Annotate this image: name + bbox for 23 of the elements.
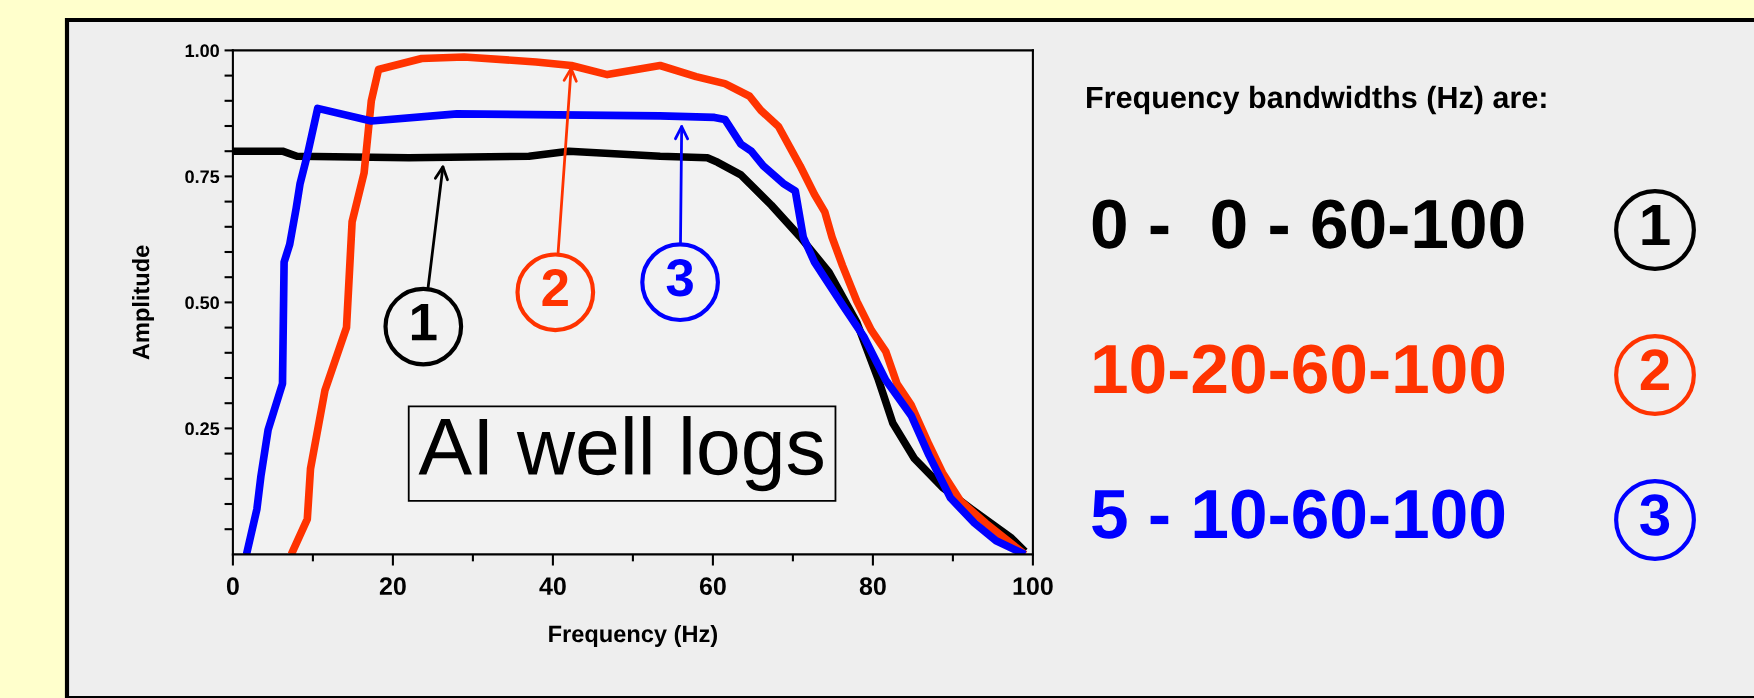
y-tick-label: 1.00 bbox=[185, 44, 219, 58]
annotation: AI well logs bbox=[418, 416, 823, 492]
y-tick-label: 0.50 bbox=[185, 296, 219, 310]
text: 3 bbox=[1640, 494, 1670, 536]
x-tick-label: 40 bbox=[539, 577, 566, 595]
annotation: 3 bbox=[666, 259, 693, 297]
x-tick-label: 80 bbox=[859, 577, 886, 595]
y-tick-label: 0.75 bbox=[185, 170, 220, 184]
y-tick-label: 0.25 bbox=[185, 422, 220, 436]
annotation: 1 bbox=[411, 303, 437, 341]
x-axis-title: Frequency (Hz) bbox=[549, 624, 717, 647]
text: 0 - 0 - 60-100 bbox=[1092, 199, 1524, 249]
text: 10-20-60-100 bbox=[1094, 344, 1505, 394]
x-tick-label: 20 bbox=[379, 577, 406, 595]
text: 2 bbox=[1640, 349, 1669, 391]
x-tick-label: 60 bbox=[699, 577, 726, 595]
x-tick-label: 0 bbox=[226, 577, 239, 595]
annotation: 2 bbox=[542, 269, 568, 306]
text: Frequency bandwidths (Hz) are: bbox=[1087, 85, 1546, 115]
y-axis-title: Amplitude bbox=[132, 245, 155, 360]
text: 1 bbox=[1642, 204, 1670, 246]
x-tick-label: 100 bbox=[1013, 577, 1053, 595]
text: 5 - 10-60-100 bbox=[1092, 489, 1505, 539]
